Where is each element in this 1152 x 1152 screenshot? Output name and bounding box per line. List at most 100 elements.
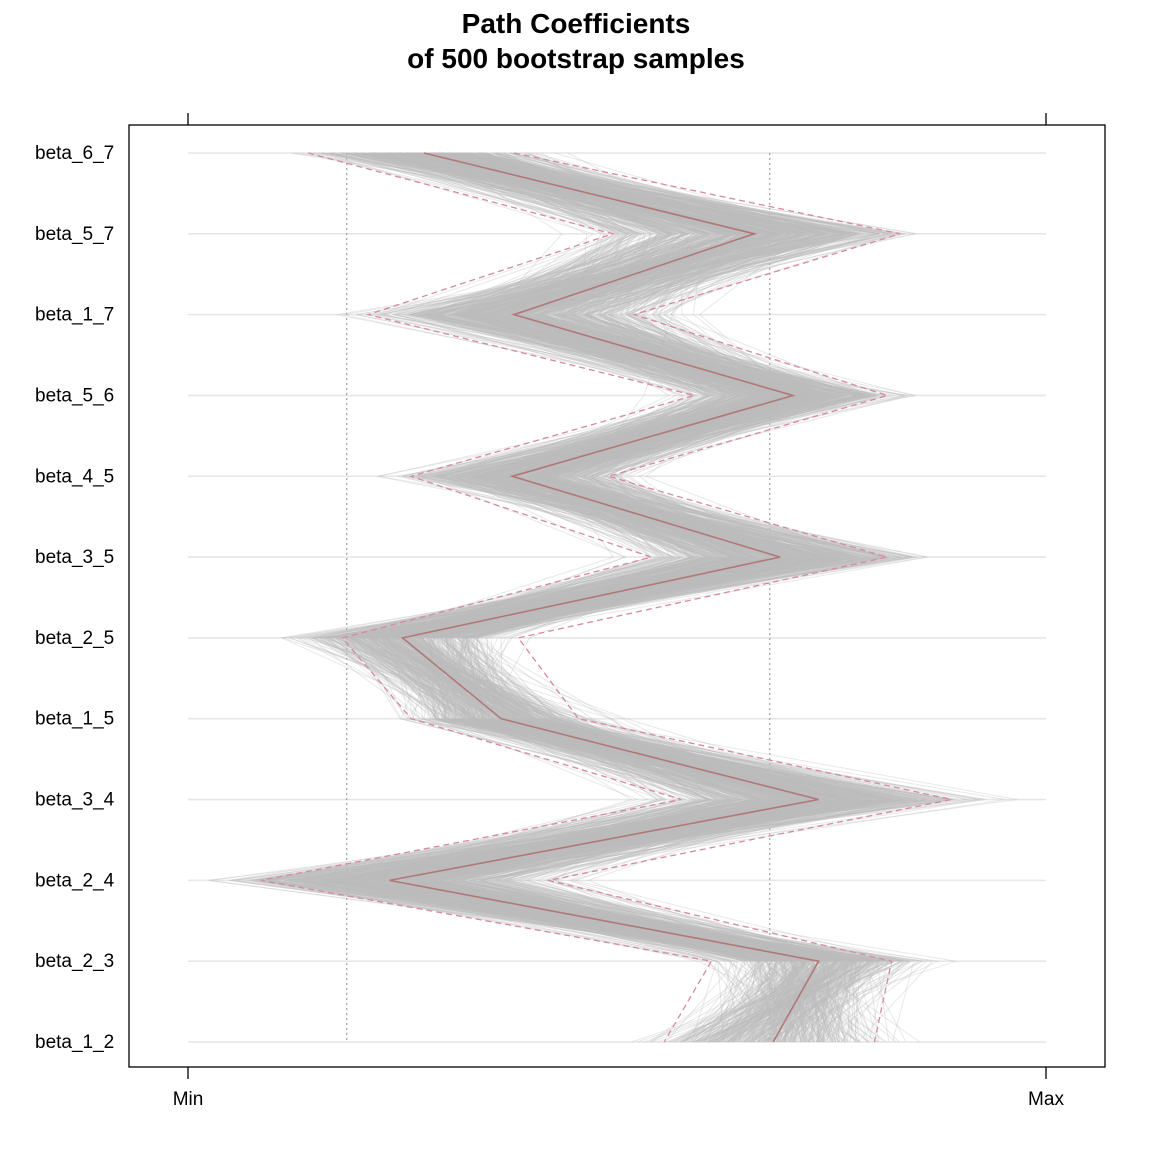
sample-line [400,152,847,1043]
sample-line [397,152,917,1043]
sample-line [321,152,845,1043]
sample-line [412,152,869,1043]
sample-line [365,152,892,1043]
sample-line [293,152,853,1043]
sample-line [388,152,866,1043]
sample-line [418,152,868,1043]
sample-line [367,152,864,1043]
sample-line [321,152,875,1043]
sample-line [330,152,853,1043]
sample-line [360,152,907,1043]
sample-line [304,152,833,1043]
sample-line [351,152,941,1043]
sample-line [298,152,885,1043]
sample-line [298,152,931,1043]
sample-line [313,152,857,1043]
sample-line [381,152,912,1043]
sample-line [330,152,901,1043]
sample-line [457,152,928,1043]
sample-line [326,152,857,1043]
sample-line [383,152,903,1043]
sample-line [387,152,871,1043]
sample-line [427,152,855,1043]
sample-line [406,152,885,1043]
sample-line [316,152,804,1043]
sample-line [352,152,803,1043]
sample-line [406,152,910,1043]
sample-line [267,152,903,1043]
sample-line [354,152,846,1043]
sample-line [362,152,872,1043]
variable-label: beta_3_5 [35,547,114,568]
sample-line [344,152,802,1043]
sample-line [379,152,888,1043]
sample-line [377,152,885,1043]
sample-line [259,152,905,1043]
sample-line [321,152,912,1043]
sample-line [261,152,936,1043]
sample-line [263,152,865,1043]
sample-line [400,152,850,1043]
sample-line [302,152,837,1043]
sample-line [411,152,854,1043]
sample-line [365,152,914,1043]
sample-line [282,152,890,1043]
variable-label: beta_5_7 [35,224,114,245]
sample-line [336,152,873,1043]
sample-line [303,152,783,1043]
sample-line [400,152,900,1043]
sample-line [358,152,887,1043]
estimate-line [389,152,820,1043]
sample-line [379,152,801,1043]
sample-line [339,152,837,1043]
sample-line [380,152,816,1043]
sample-line [208,152,840,1043]
sample-line [209,152,861,1043]
sample-line [295,152,935,1043]
sample-line [310,152,821,1043]
sample-line [355,152,881,1043]
sample-line [405,152,883,1043]
sample-line [388,152,882,1043]
sample-line [348,152,925,1043]
sample-line [355,152,846,1043]
sample-line [382,152,910,1043]
sample-line [410,152,837,1043]
sample-line [368,152,914,1043]
sample-line [386,152,823,1043]
sample-line [359,152,860,1043]
sample-line [350,152,869,1043]
sample-line [374,152,906,1043]
sample-line [351,152,801,1043]
sample-line [351,152,855,1043]
sample-line [348,152,954,1043]
sample-line [312,152,846,1043]
sample-line [366,152,844,1043]
sample-line [364,152,892,1043]
sample-line [263,152,815,1043]
sample-line [347,152,870,1043]
sample-line [371,152,862,1043]
sample-line [303,152,873,1043]
sample-line [263,152,842,1043]
sample-line [286,152,877,1043]
sample-line [352,152,892,1043]
sample-line [317,152,859,1043]
axis-ticks: Min Max [173,113,1064,1110]
sample-line [393,152,809,1043]
sample-line [338,152,919,1043]
sample-line [322,152,856,1043]
sample-line [341,152,846,1043]
sample-line [365,152,827,1043]
sample-line [313,152,905,1043]
sample-line [295,152,874,1043]
sample-line [292,152,890,1043]
sample-line [307,152,922,1043]
sample-line [408,152,855,1043]
variable-label: beta_4_5 [35,466,114,487]
sample-line [413,152,841,1043]
sample-line [357,152,876,1043]
sample-line [370,152,874,1043]
sample-line [289,152,854,1043]
sample-line [334,152,860,1043]
